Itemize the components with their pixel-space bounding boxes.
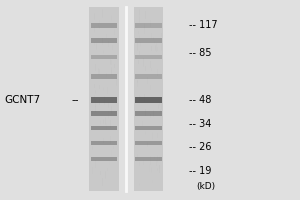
Bar [91,157,117,161]
Bar [91,55,117,59]
Bar [135,23,162,28]
Bar [135,74,162,79]
Text: -- 19: -- 19 [189,166,211,176]
Bar [135,141,162,145]
Bar [135,38,162,43]
Text: GCNT7: GCNT7 [4,95,40,105]
Text: -- 85: -- 85 [189,48,211,58]
Bar [135,97,162,103]
Bar [91,23,117,28]
Text: --: -- [71,95,79,105]
Bar [134,7,164,191]
Text: -- 48: -- 48 [189,95,211,105]
Bar [91,126,117,130]
Bar [135,157,162,161]
Bar [91,38,117,43]
Text: -- 34: -- 34 [189,119,211,129]
Text: -- 117: -- 117 [189,20,217,30]
Bar [135,126,162,130]
Bar [91,74,117,79]
Bar [91,111,117,116]
Bar [91,141,117,145]
Bar [91,97,117,103]
Bar [135,55,162,59]
Bar [135,111,162,116]
Text: -- 26: -- 26 [189,142,211,152]
Bar [89,7,119,191]
Text: (kD): (kD) [196,182,215,191]
